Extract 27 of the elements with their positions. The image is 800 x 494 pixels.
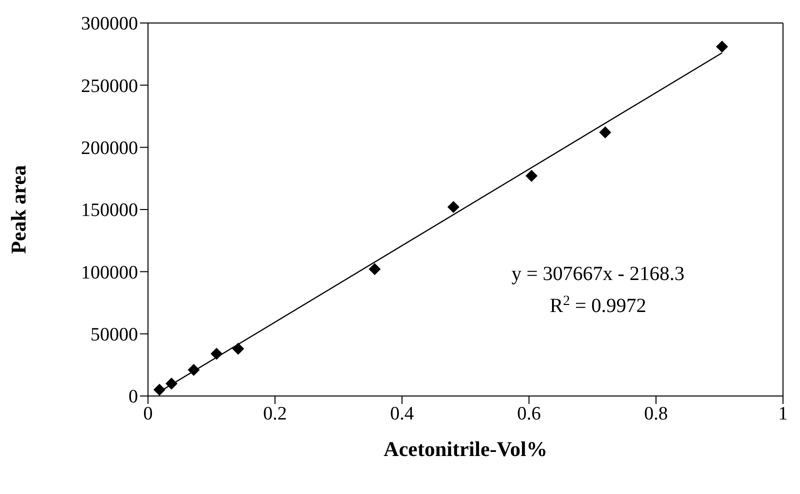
- y-tick-label: 100000: [81, 262, 138, 284]
- point: [526, 170, 538, 182]
- point: [599, 126, 612, 138]
- point: [716, 40, 728, 53]
- y-tick-label: 250000: [81, 76, 138, 97]
- y-tick-label: 50000: [90, 324, 138, 346]
- point: [153, 384, 166, 396]
- x-tick-label: 0.4: [390, 403, 414, 424]
- annotation: y = 307667x - 2168.3: [512, 263, 684, 285]
- point: [368, 263, 381, 276]
- point: [188, 364, 200, 376]
- x-tick-label: 1: [778, 403, 788, 424]
- y-tick-label: 0: [128, 386, 138, 408]
- y-axis-title: Peak area: [6, 164, 30, 254]
- point: [232, 342, 244, 355]
- x-tick-label: 0.2: [263, 403, 287, 424]
- point: [447, 201, 460, 214]
- point: [210, 348, 223, 360]
- y-tick-label: 200000: [81, 138, 138, 160]
- x-tick-label: 0.8: [644, 403, 668, 424]
- annotation: R$^{2}$ = 0.9972: [550, 294, 646, 317]
- x-tick-label: 0: [143, 403, 153, 424]
- x-tick-label: 0.6: [517, 403, 541, 424]
- point: [165, 378, 178, 390]
- y-tick-label: 300000: [81, 14, 138, 35]
- y-tick-label: 150000: [81, 200, 138, 222]
- x-axis-title: Acetonitrile-Vol%: [384, 437, 548, 461]
